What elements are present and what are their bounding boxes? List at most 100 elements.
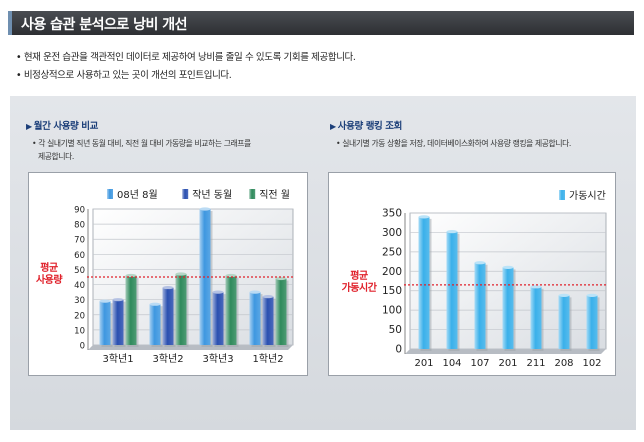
y-tick-label: 70 [74, 236, 85, 246]
x-tick-label: 201 [414, 358, 433, 369]
average-usage-label-line-1: 평균 [40, 263, 58, 274]
y-tick-label: 60 [74, 251, 85, 261]
y-tick-label: 250 [382, 246, 402, 258]
legend-swatch [559, 190, 565, 200]
bar-top [446, 230, 458, 234]
right-section-desc: • 실내기별 가동 상황을 저장, 데이터베이스화하여 사용량 랭킹을 제공합니… [336, 137, 571, 150]
legend-label: 작년 동월 [192, 189, 232, 201]
x-tick-label: 3학년2 [152, 353, 183, 365]
left-desc-line-2: 제공합니다. [38, 152, 74, 161]
bar-top [125, 273, 137, 278]
bar [225, 275, 237, 345]
bar-top [502, 265, 514, 269]
monthly-usage-chart: 0 10 20 30 40 50 60 70 80 90 3학년1 3학년2 3학년3 1학년2 08년 8… [28, 172, 308, 376]
bar-top [530, 285, 542, 289]
plot-floor [88, 345, 293, 350]
x-tick-label: 107 [470, 358, 489, 369]
y-tick-label: 90 [74, 206, 85, 216]
bar-top [275, 276, 287, 281]
bar [586, 295, 598, 349]
bar-top [112, 298, 124, 302]
average-usage-label: 평균 사용량 [19, 263, 79, 287]
bar-top [149, 302, 161, 306]
average-runtime-label: 평균 가동시간 [329, 271, 389, 295]
y-tick-label: 200 [382, 266, 402, 278]
y-tick-label: 20 [74, 311, 85, 321]
x-tick-label: 3학년1 [102, 353, 133, 365]
bar [275, 278, 287, 345]
page-title: 사용 습관 분석으로 낭비 개선 [21, 17, 188, 33]
left-heading-text: 월간 사용량 비교 [33, 121, 99, 132]
y-tick-label: 0 [80, 342, 85, 352]
bar [99, 301, 111, 345]
bar [149, 304, 161, 345]
bar-top [262, 295, 274, 299]
left-section-desc: • 각 실내기별 직년 동월 대비, 직전 월 대비 가동량을 비교하는 그래프… [32, 137, 251, 163]
x-tick-label: 208 [554, 358, 573, 369]
right-section-heading: ▶ 사용량 랭킹 조회 [330, 118, 402, 132]
bar [502, 267, 514, 349]
right-heading-text: 사용량 랭킹 조회 [337, 121, 403, 132]
left-desc-line-1: • 각 실내기별 직년 동월 대비, 직전 월 대비 가동량을 비교하는 그래프… [32, 139, 251, 148]
usage-ranking-chart: 0 50 100 150 200 250 300 350 201 104 107 201 211 208 1… [328, 172, 616, 376]
bar-top [558, 293, 570, 297]
bar-top [199, 207, 211, 211]
monthly-usage-chart-svg: 0 10 20 30 40 50 60 70 80 90 3학년1 3학년2 3학년3 1학년2 08년 8… [74, 189, 294, 365]
average-runtime-label-line-2: 가동시간 [341, 282, 377, 294]
bar [474, 262, 486, 349]
y-tick-label: 100 [382, 305, 402, 317]
x-tick-label: 104 [442, 358, 461, 369]
y-tick-label: 40 [74, 281, 85, 291]
bar-top [225, 273, 237, 278]
legend-swatch [107, 189, 113, 199]
y-tick-label: 150 [382, 285, 402, 297]
bar [175, 273, 187, 345]
y-tick-label: 0 [395, 344, 402, 356]
bar [162, 287, 174, 345]
bar-top [212, 290, 224, 294]
legend-swatch [182, 189, 189, 199]
x-tick-label: 102 [582, 358, 601, 369]
average-usage-label-line-2: 사용량 [35, 275, 63, 286]
y-tick-label: 50 [74, 266, 85, 276]
y-tick-label: 10 [74, 326, 85, 336]
bar [418, 216, 430, 349]
title-bar: 사용 습관 분석으로 낭비 개선 [8, 11, 634, 35]
triangle-right-icon: ▶ [330, 122, 336, 131]
usage-ranking-chart-svg: 0 50 100 150 200 250 300 350 201 104 107 201 211 208 1… [382, 190, 607, 369]
legend-swatch [249, 189, 256, 199]
y-tick-label: 300 [382, 227, 402, 239]
average-runtime-label-line-1: 평균 [350, 270, 368, 282]
x-tick-label: 1학년2 [252, 353, 283, 365]
bar-top [474, 261, 486, 265]
bar [446, 231, 458, 349]
x-tick-label: 201 [498, 358, 517, 369]
bar [125, 275, 137, 345]
bar [112, 299, 124, 345]
y-tick-label: 80 [74, 221, 85, 231]
bar [530, 286, 542, 349]
bar [558, 295, 570, 349]
bar [249, 292, 261, 345]
x-tick-label: 3학년3 [202, 353, 233, 365]
y-tick-label: 30 [74, 296, 85, 306]
y-tick-label: 350 [382, 208, 402, 220]
triangle-right-icon: ▶ [26, 122, 32, 131]
bar-top [175, 272, 187, 276]
bar-top [99, 299, 111, 303]
bar-top [586, 293, 598, 297]
intro-bullet-2: • 비정상적으로 사용하고 있는 곳이 개선의 포인트입니다. [16, 70, 232, 81]
bar-top [249, 290, 261, 294]
bar-top [418, 215, 430, 219]
bar [262, 296, 274, 345]
bar [212, 292, 224, 345]
title-accent [8, 11, 12, 35]
intro-bullet-1: • 현재 운전 습관을 객관적인 데이터로 제공하여 낭비를 줄일 수 있도록 … [16, 52, 356, 63]
legend-label: 가동시간 [569, 190, 606, 202]
bar-top [162, 285, 174, 290]
right-desc-line-1: • 실내기별 가동 상황을 저장, 데이터베이스화하여 사용량 랭킹을 제공합니… [336, 139, 571, 148]
legend-label: 08년 8월 [117, 189, 158, 201]
legend-label: 직전 월 [259, 189, 290, 201]
y-tick-label: 50 [389, 324, 402, 336]
left-section-heading: ▶ 월간 사용량 비교 [26, 118, 98, 132]
